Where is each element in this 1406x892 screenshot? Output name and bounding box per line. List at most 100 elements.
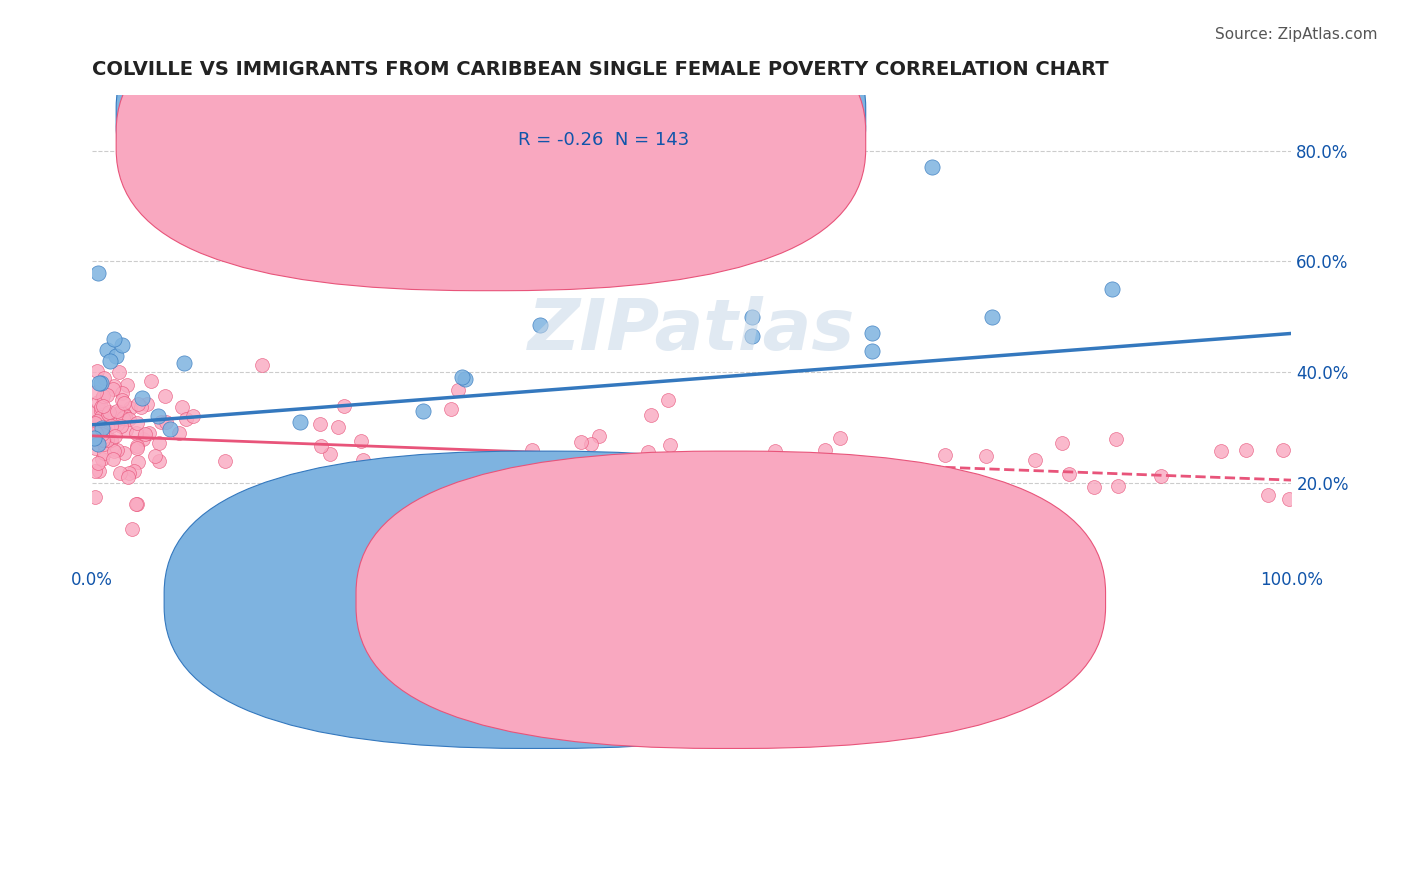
Point: [352, 453, 374, 467]
Point: [94, 428, 117, 442]
Point: [288, 415, 311, 429]
Point: [97, 407, 120, 421]
FancyBboxPatch shape: [165, 451, 914, 748]
Point: [659, 438, 682, 452]
Point: [121, 522, 143, 536]
Point: [326, 419, 349, 434]
Point: [250, 358, 273, 372]
Point: [134, 427, 156, 442]
Point: [828, 431, 851, 445]
Point: [83, 431, 105, 445]
Point: [148, 435, 170, 450]
Point: [120, 401, 142, 415]
Text: ZIPatlas: ZIPatlas: [529, 296, 855, 365]
Point: [349, 434, 371, 449]
Point: [1209, 444, 1232, 458]
Point: [100, 418, 122, 433]
Point: [90, 451, 112, 466]
Point: [1101, 282, 1123, 296]
Point: [86, 427, 108, 442]
Point: [125, 497, 148, 511]
Point: [108, 405, 131, 419]
Point: [617, 508, 640, 522]
Text: R = -0.26  N = 143: R = -0.26 N = 143: [517, 131, 689, 149]
Point: [87, 395, 110, 409]
Point: [540, 471, 562, 485]
Point: [86, 413, 108, 427]
Point: [145, 449, 167, 463]
Point: [173, 356, 195, 370]
Point: [107, 412, 129, 426]
Point: [657, 392, 679, 407]
Point: [90, 403, 112, 417]
Point: [91, 426, 114, 441]
Text: Source: ZipAtlas.com: Source: ZipAtlas.com: [1215, 27, 1378, 42]
Point: [90, 425, 112, 439]
FancyBboxPatch shape: [117, 0, 866, 291]
FancyBboxPatch shape: [356, 451, 1105, 748]
Point: [763, 444, 786, 458]
Point: [96, 433, 118, 447]
Point: [105, 417, 128, 432]
Point: [127, 439, 149, 453]
Point: [93, 446, 115, 460]
Point: [90, 392, 112, 406]
Point: [591, 455, 613, 469]
Text: Immigrants from Caribbean: Immigrants from Caribbean: [711, 590, 960, 607]
Point: [90, 400, 112, 414]
Point: [90, 409, 112, 424]
Point: [114, 409, 136, 423]
Point: [138, 426, 160, 441]
Point: [101, 452, 124, 467]
Point: [84, 426, 107, 441]
Point: [131, 391, 153, 405]
Point: [526, 467, 548, 482]
Point: [84, 384, 107, 399]
Text: Colville: Colville: [562, 590, 628, 607]
Point: [640, 408, 662, 422]
Point: [93, 370, 115, 384]
Point: [87, 437, 110, 451]
Point: [111, 337, 134, 351]
Point: [83, 490, 105, 504]
Point: [90, 420, 112, 434]
Point: [83, 420, 105, 434]
Point: [159, 422, 181, 436]
Point: [440, 402, 463, 417]
Point: [1083, 480, 1105, 494]
Point: [520, 442, 543, 457]
Point: [588, 429, 610, 443]
Point: [860, 343, 883, 358]
Point: [402, 468, 425, 483]
Point: [814, 443, 837, 458]
Point: [100, 433, 122, 447]
Point: [349, 471, 371, 485]
Point: [1050, 436, 1073, 450]
Point: [125, 425, 148, 440]
Point: [83, 441, 105, 455]
Point: [110, 466, 132, 480]
Point: [139, 374, 162, 388]
Point: [637, 445, 659, 459]
FancyBboxPatch shape: [451, 95, 740, 161]
Point: [89, 415, 111, 429]
Point: [1257, 487, 1279, 501]
Point: [974, 449, 997, 463]
Point: [127, 442, 149, 456]
Point: [811, 453, 834, 467]
Point: [148, 454, 170, 468]
Point: [110, 419, 132, 434]
Point: [114, 396, 136, 410]
Point: [122, 464, 145, 478]
Point: [96, 388, 118, 402]
Point: [860, 326, 883, 341]
Point: [91, 433, 114, 447]
Point: [117, 378, 139, 392]
Point: [86, 456, 108, 470]
Point: [118, 412, 141, 426]
Point: [107, 407, 129, 421]
Point: [412, 403, 434, 417]
Point: [108, 366, 131, 380]
Point: [103, 379, 125, 393]
Point: [1150, 469, 1173, 483]
